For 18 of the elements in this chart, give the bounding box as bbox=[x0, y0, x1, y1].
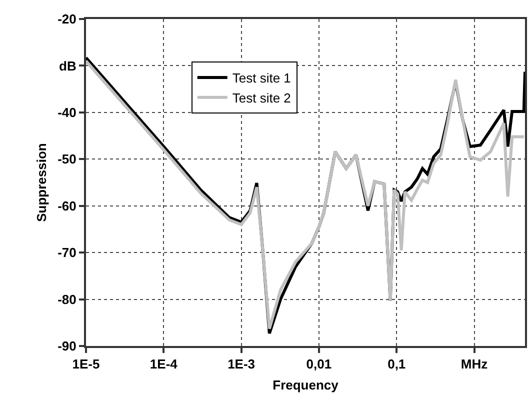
x-tick-label: 1E-4 bbox=[150, 356, 178, 372]
y-tick-label: -20 bbox=[58, 12, 76, 27]
y-tick-label: -70 bbox=[58, 245, 76, 260]
x-tick-label: 0,1 bbox=[388, 356, 406, 372]
y-tick-label: dB bbox=[59, 58, 76, 74]
x-tick-label: 1E-5 bbox=[72, 356, 100, 372]
y-tick-label: -80 bbox=[58, 292, 76, 307]
y-tick-label: -50 bbox=[58, 152, 76, 167]
x-tick-label: MHz bbox=[460, 356, 488, 372]
x-tick-label: 1E-3 bbox=[228, 356, 256, 372]
y-tick-label: -60 bbox=[58, 198, 76, 214]
legend-label: Test site 1 bbox=[232, 70, 291, 86]
x-axis-title: Frequency bbox=[272, 378, 340, 393]
y-tick-label: -40 bbox=[58, 104, 76, 120]
y-axis-title: Suppression bbox=[34, 143, 50, 222]
y-tick-label: -90 bbox=[58, 338, 76, 354]
x-tick-label: 0,01 bbox=[306, 356, 332, 372]
legend-label: Test site 2 bbox=[232, 90, 291, 106]
